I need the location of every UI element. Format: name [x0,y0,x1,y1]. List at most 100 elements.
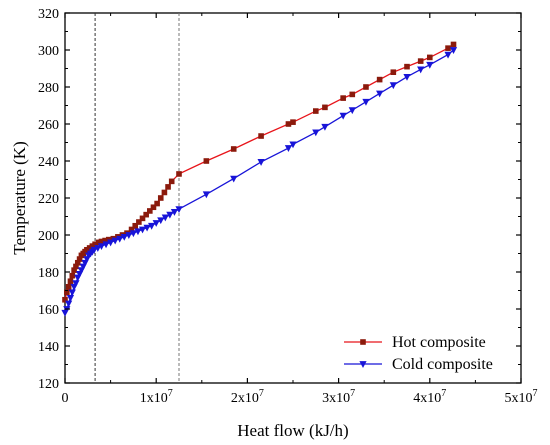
y-tick-label: 200 [38,229,59,244]
data-point [389,82,397,90]
y-tick-label: 240 [38,155,59,170]
reference-lines [94,13,180,383]
data-point [376,76,383,83]
data-point [165,184,171,190]
data-point [65,300,73,308]
y-tick-label: 140 [38,340,59,355]
x-tick-mantissa: 5x10 [505,391,533,406]
data-point [92,241,98,248]
data-point [72,280,80,288]
y-tick-label: 260 [38,118,59,133]
data-point [98,238,105,245]
data-point [147,208,153,214]
data-point [71,267,77,273]
y-tick-label: 120 [38,377,59,392]
y-tick-label: 220 [38,192,59,207]
x-tick-label: 2x107 [231,388,264,406]
y-axis: 120 140 160 180 200 220 240 260 280 300 320 [38,7,521,392]
x-tick-exponent: 7 [259,388,264,399]
y-tick-label: 180 [38,266,59,281]
data-point [445,45,451,51]
x-tick-label: 1x107 [140,388,173,406]
x-tick-label: 5x107 [505,388,538,406]
series-layer [61,41,458,317]
data-point [107,239,115,247]
y-axis-title: Temperature (K) [10,141,29,255]
data-point [66,295,75,302]
legend-item: Cold composite [344,356,493,373]
data-point [230,146,237,152]
data-point [94,245,102,252]
data-point [289,141,297,149]
data-point [340,95,346,101]
plot-frame [64,12,522,384]
x-tick-label: 4x107 [413,388,446,406]
x-axis: 0 1x107 2x107 3x107 4x107 5x107 [62,13,538,406]
data-point [125,232,133,239]
x-tick-mantissa: 1x10 [140,391,168,406]
data-point [376,90,384,98]
series-hot-composite [62,41,457,303]
legend-label: Hot composite [392,334,486,351]
data-point [322,104,328,111]
data-point [321,123,329,131]
plot-area [61,12,522,384]
data-point [65,284,72,290]
data-point [62,296,68,303]
legend-swatch-marker [359,361,367,368]
data-point [450,41,457,48]
y-tick-label: 300 [38,44,59,59]
data-point [111,237,119,245]
data-point [290,119,296,125]
data-point [362,98,370,106]
x-tick-exponent: 7 [350,388,355,399]
data-point [74,259,81,266]
data-point [154,200,160,207]
data-point [449,47,458,54]
data-point [143,211,149,218]
data-point [138,226,147,234]
legend: Hot composite Cold composite [344,334,493,373]
data-point [76,256,83,262]
x-tick-exponent: 7 [533,388,538,399]
data-point [284,145,293,153]
data-point [157,217,165,225]
data-point [403,73,411,81]
data-point [157,195,164,201]
data-point [168,178,175,185]
data-point [116,235,124,243]
data-point [404,63,410,70]
x-tick-mantissa: 3x10 [322,391,350,406]
data-point [139,215,146,222]
y-tick-label: 160 [38,303,59,318]
x-tick-mantissa: 2x10 [231,391,259,406]
data-point [257,159,265,166]
data-point [258,133,264,139]
data-point [202,191,210,199]
data-point [170,208,179,216]
data-point [339,112,347,120]
data-point [285,121,292,127]
data-point [444,51,452,59]
data-point [349,91,356,98]
data-point [102,237,108,244]
series-line [64,49,454,313]
data-point [161,189,168,196]
data-point [148,222,156,230]
data-point [129,230,137,238]
data-point [152,220,160,227]
data-point [348,107,356,115]
series-cold-composite [61,47,458,317]
data-point [143,224,151,232]
x-tick-label: 3x107 [322,388,355,406]
data-point [313,108,319,114]
legend-item: Hot composite [344,334,486,351]
x-tick-label: 0 [62,391,69,406]
x-tick-exponent: 7 [168,388,173,399]
data-point [120,233,128,241]
data-point [134,228,142,236]
data-point [67,278,74,285]
data-point [90,246,98,254]
data-point [102,241,110,249]
